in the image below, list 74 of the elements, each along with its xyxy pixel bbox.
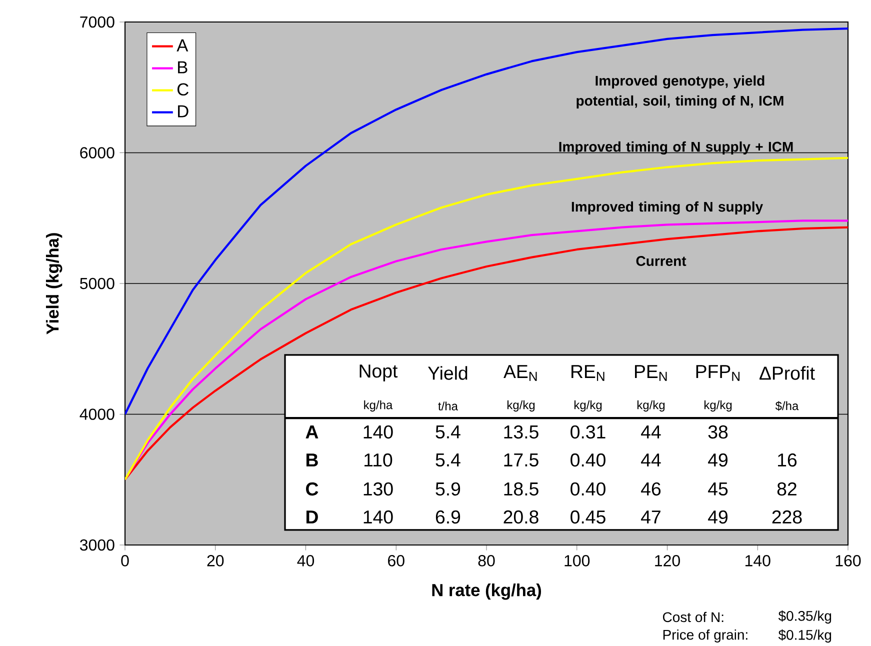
legend-label: D <box>178 105 188 118</box>
annotation: Current <box>636 256 686 266</box>
annotation: 130 <box>364 482 393 496</box>
annotation: kg/kg <box>704 400 732 412</box>
annotation: 18.5 <box>504 482 538 496</box>
annotation: 0.40 <box>570 453 606 467</box>
text: Cost of N: <box>662 612 724 622</box>
x-tick-label: 120 <box>655 555 680 566</box>
annotation: 110 <box>364 453 392 467</box>
annotation: 5.9 <box>436 482 460 496</box>
annotation: 38 <box>708 425 728 439</box>
legend-label: B <box>178 61 188 74</box>
annotation: D <box>306 510 318 524</box>
annotation: 17.5 <box>504 453 538 467</box>
annotation: PFP$_{N}$ <box>696 365 740 381</box>
annotation: A <box>306 426 318 438</box>
text: $0.15/kg <box>778 629 832 643</box>
x-tick-label: 60 <box>388 555 404 566</box>
annotation: PE$_{N}$ <box>635 365 667 381</box>
annotation: Improved timing of N supply <box>572 201 764 215</box>
annotation: 5.4 <box>436 425 460 438</box>
annotation: 140 <box>364 425 393 439</box>
legend-label: C <box>178 83 188 96</box>
text: $0.35/kg <box>778 610 832 624</box>
annotation: 140 <box>364 510 393 524</box>
annotation: RE$_{N}$ <box>572 365 604 381</box>
annotation: C <box>306 482 318 496</box>
annotation: 44 <box>641 454 661 466</box>
annotation: 45 <box>708 482 728 496</box>
text: Price of grain: <box>663 629 748 643</box>
x-tick-label: 100 <box>564 555 590 566</box>
x-tick-label: 0 <box>121 555 129 566</box>
line-series <box>125 156 848 481</box>
y-tick-label: 7000 <box>80 16 114 28</box>
annotation: kg/ha <box>364 400 393 412</box>
x-tick-label: 40 <box>297 555 314 566</box>
annotation: Yield <box>428 366 468 380</box>
annotation: 16 <box>778 453 797 467</box>
annotation: kg/kg <box>637 400 665 412</box>
annotation: 228 <box>772 510 802 524</box>
x-tick-label: 20 <box>207 555 224 566</box>
x-axis-title: N rate (kg/ha) <box>432 584 542 600</box>
y-tick-label: 6000 <box>80 147 114 158</box>
y-tick-label: 5000 <box>80 278 114 290</box>
annotation: 49 <box>708 510 728 524</box>
annotation: 13.5 <box>504 425 538 439</box>
annotation: 20.8 <box>504 510 538 524</box>
annotation: Improved timing of N supply + ICM <box>559 141 793 155</box>
annotation: kg/kg <box>574 400 602 412</box>
legend-label: A <box>176 39 188 52</box>
annotation: 44 <box>641 426 661 438</box>
annotation: t/ha <box>438 402 458 410</box>
annotation: 0.45 <box>570 510 606 524</box>
x-tick-label: 80 <box>478 555 495 566</box>
y-tick-label: 4000 <box>80 408 114 420</box>
annotation: AE$_{N}$ <box>504 365 537 381</box>
y-tick-label: 3000 <box>80 539 114 551</box>
annotation: Nopt <box>360 364 398 382</box>
annotation: 49 <box>708 453 728 467</box>
annotation: 47 <box>641 510 660 524</box>
annotation: 0.31 <box>570 425 606 439</box>
annotation: kg/kg <box>507 400 535 412</box>
x-tick-label: 160 <box>836 555 861 566</box>
annotation: 6.9 <box>436 510 460 524</box>
annotation: ΔProfit <box>760 366 815 380</box>
x-tick-label: 140 <box>745 555 770 566</box>
annotation: 82 <box>777 482 796 496</box>
annotation: 0.40 <box>570 482 606 496</box>
y-axis-title: Yield (kg/ha) <box>46 233 62 334</box>
annotation: B <box>306 454 318 466</box>
annotation: Improved genotype, yield potential, soil, timing of N, ICM <box>576 75 784 109</box>
annotation: 46 <box>641 482 661 496</box>
annotation: 5.4 <box>436 453 460 467</box>
annotation: $/ha <box>775 401 799 411</box>
